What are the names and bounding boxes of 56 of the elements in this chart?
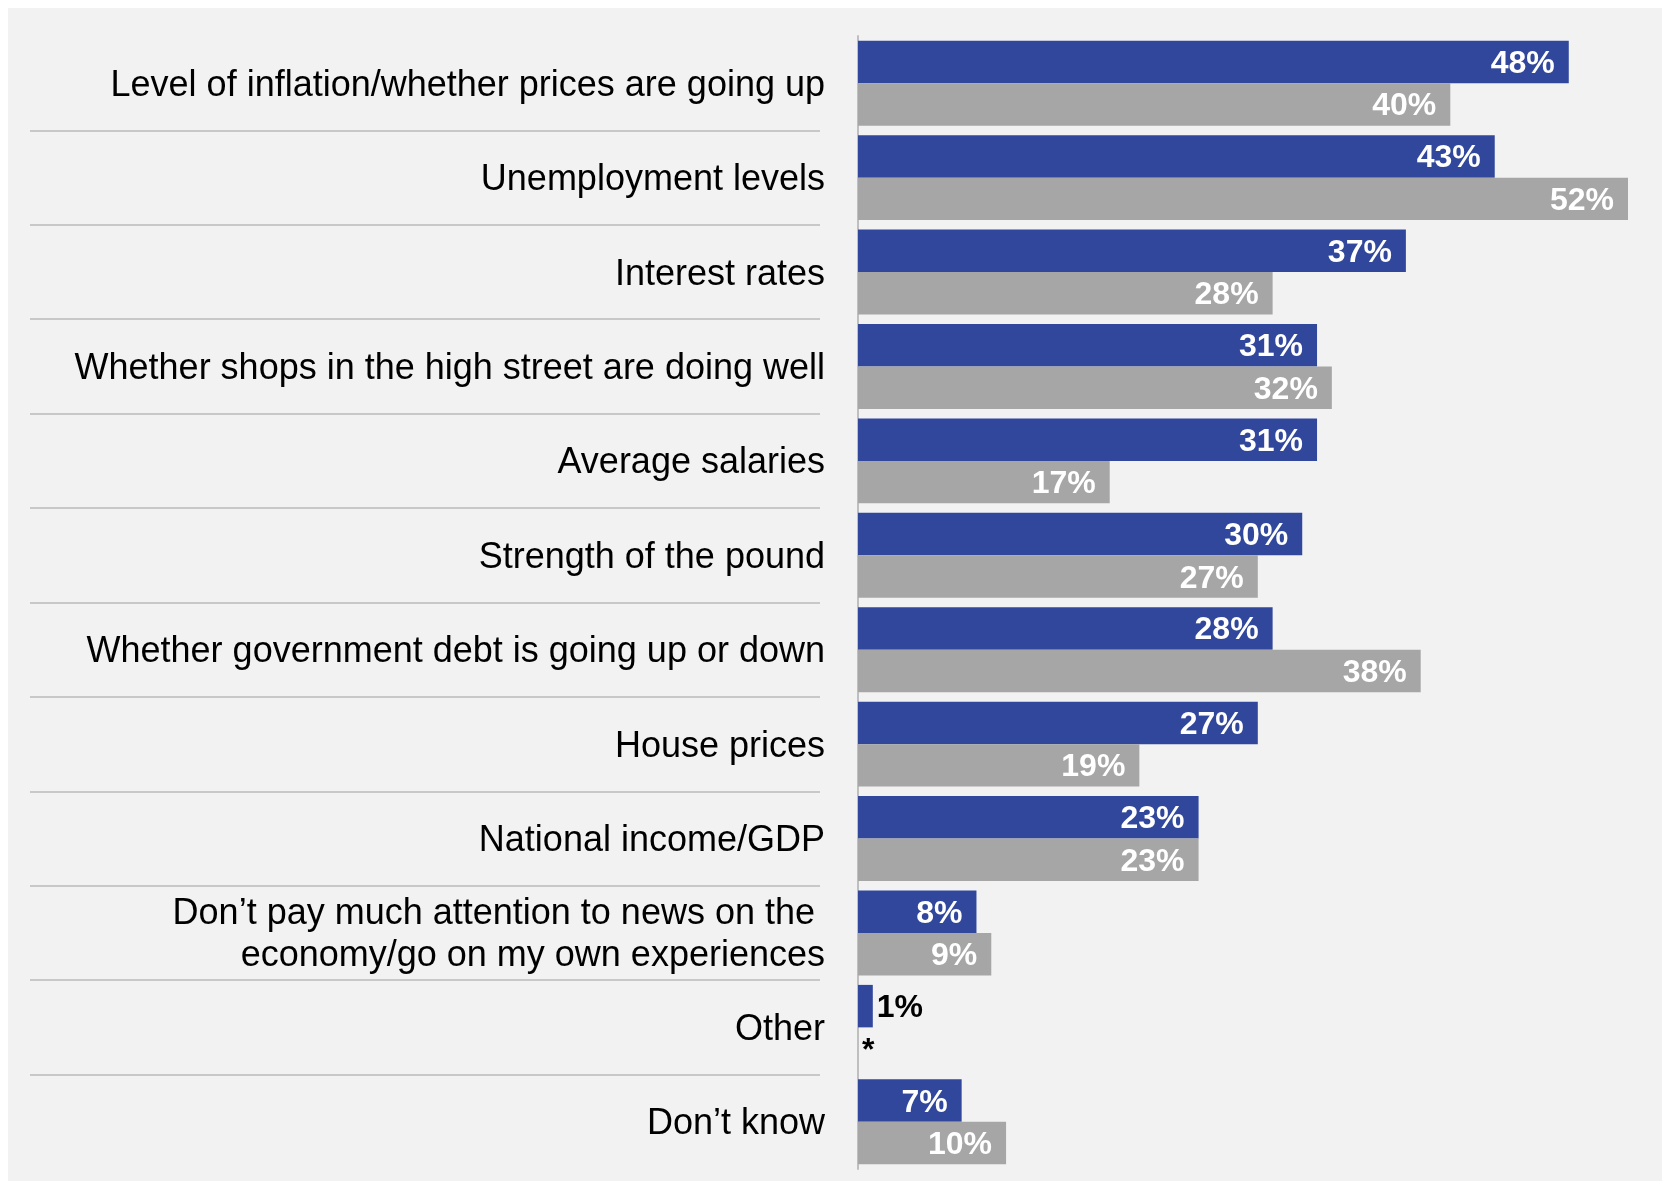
bar <box>858 40 1569 84</box>
data-label: 31% <box>1238 327 1304 364</box>
y-tick-label: Interest rates <box>614 251 825 293</box>
data-label: 30% <box>1224 516 1289 553</box>
data-label: 9% <box>931 936 978 973</box>
y-tick-label: Whether shops in the high street are doing well <box>74 345 825 387</box>
y-tick-label: Level of inflation/whether prices are going up <box>110 62 825 104</box>
data-label: 43% <box>1416 138 1481 175</box>
bar <box>858 177 1628 221</box>
data-label: 7% <box>901 1082 948 1119</box>
data-label: 28% <box>1194 610 1259 647</box>
bar <box>858 83 1451 126</box>
data-label: 32% <box>1253 369 1318 406</box>
y-tick-label: Other <box>734 1006 825 1048</box>
data-label: 23% <box>1120 841 1185 878</box>
data-label: 10% <box>928 1125 993 1162</box>
data-label: 40% <box>1372 86 1437 123</box>
data-label: 1% <box>876 988 924 1025</box>
bar <box>858 649 1421 693</box>
y-tick-label: Unemployment levels <box>480 157 825 199</box>
data-label: 8% <box>916 893 963 930</box>
y-tick-label: National income/GDP <box>478 818 825 860</box>
bar <box>858 512 1303 556</box>
bar <box>858 744 1140 787</box>
y-tick-label: Average salaries <box>557 440 825 482</box>
data-label: 27% <box>1179 704 1244 741</box>
data-label: 23% <box>1120 799 1185 836</box>
data-label: 19% <box>1061 747 1126 784</box>
bar <box>858 229 1406 273</box>
bar <box>858 701 1258 745</box>
bar <box>858 272 1273 315</box>
data-label: 38% <box>1342 652 1407 689</box>
data-label: 27% <box>1179 558 1244 595</box>
bar <box>858 838 1199 882</box>
y-tick-label: Don’t pay much attention to news on the economy/go on my own experiences <box>172 891 825 975</box>
bar <box>858 555 1258 598</box>
y-tick-label: Whether government debt is going up or down <box>86 629 825 671</box>
bar <box>858 366 1332 409</box>
bar <box>858 796 1199 839</box>
data-label: 37% <box>1327 232 1392 269</box>
y-tick-label: Strength of the pound <box>478 534 825 576</box>
data-label: 48% <box>1490 43 1555 80</box>
data-label: 31% <box>1238 421 1304 458</box>
bar <box>858 418 1318 461</box>
bar <box>858 607 1273 650</box>
data-label: 28% <box>1194 275 1259 312</box>
bar <box>858 460 1110 504</box>
bar <box>858 135 1495 178</box>
data-label: 52% <box>1549 180 1614 217</box>
bar <box>858 323 1318 367</box>
y-tick-label: Don’t know <box>646 1101 826 1143</box>
data-label: * <box>862 1030 875 1067</box>
y-tick-label: House prices <box>614 723 825 765</box>
bar <box>858 984 873 1028</box>
data-label: 17% <box>1031 464 1096 501</box>
bar <box>858 1079 962 1122</box>
